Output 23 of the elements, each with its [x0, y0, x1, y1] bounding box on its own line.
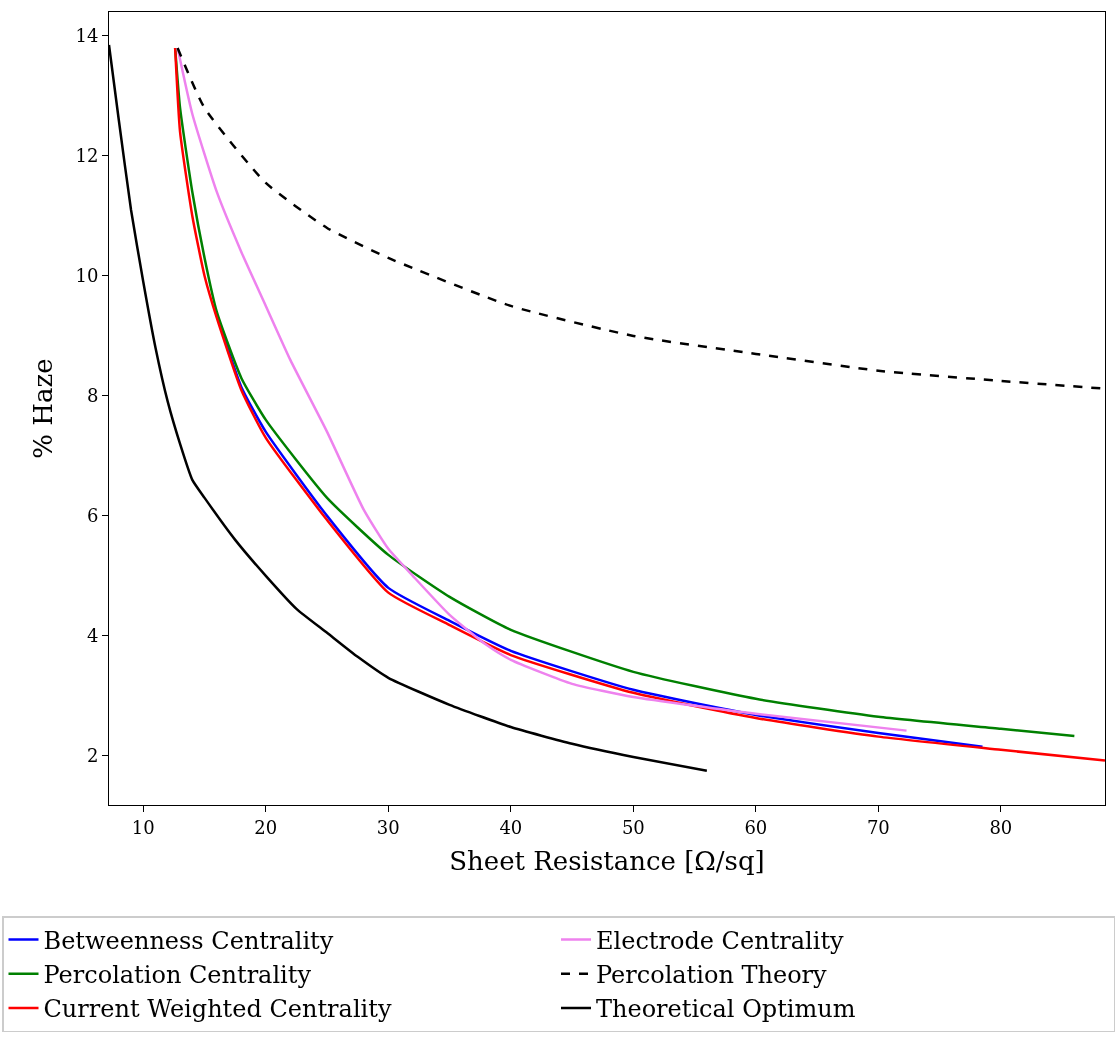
legend-label: Electrode Centrality	[596, 926, 845, 955]
legend-label: Percolation Centrality	[43, 961, 312, 990]
x-tick-label: 40	[499, 816, 523, 838]
legend-label: Theoretical Optimum	[596, 995, 856, 1024]
y-tick-label: 10	[75, 265, 99, 287]
y-axis-title: % Haze	[27, 358, 58, 459]
x-tick-label: 10	[131, 816, 155, 838]
x-tick-label: 60	[744, 816, 768, 838]
x-tick-label: 20	[254, 816, 278, 838]
x-tick-label: 30	[376, 816, 400, 838]
legend-label: Betweenness Centrality	[43, 926, 334, 955]
x-tick-label: 80	[989, 816, 1013, 838]
x-axis-title: Sheet Resistance [Ω/sq]	[449, 846, 765, 877]
x-tick-label: 70	[866, 816, 890, 838]
y-tick-label: 6	[86, 505, 99, 527]
legend-label: Percolation Theory	[596, 961, 828, 990]
y-tick-label: 8	[86, 385, 99, 407]
y-tick-label: 12	[75, 145, 99, 167]
legend-label: Current Weighted Centrality	[43, 995, 392, 1024]
y-tick-label: 2	[86, 745, 99, 767]
x-tick-label: 50	[621, 816, 645, 838]
y-tick-label: 4	[86, 625, 99, 647]
y-tick-label: 14	[75, 25, 99, 47]
